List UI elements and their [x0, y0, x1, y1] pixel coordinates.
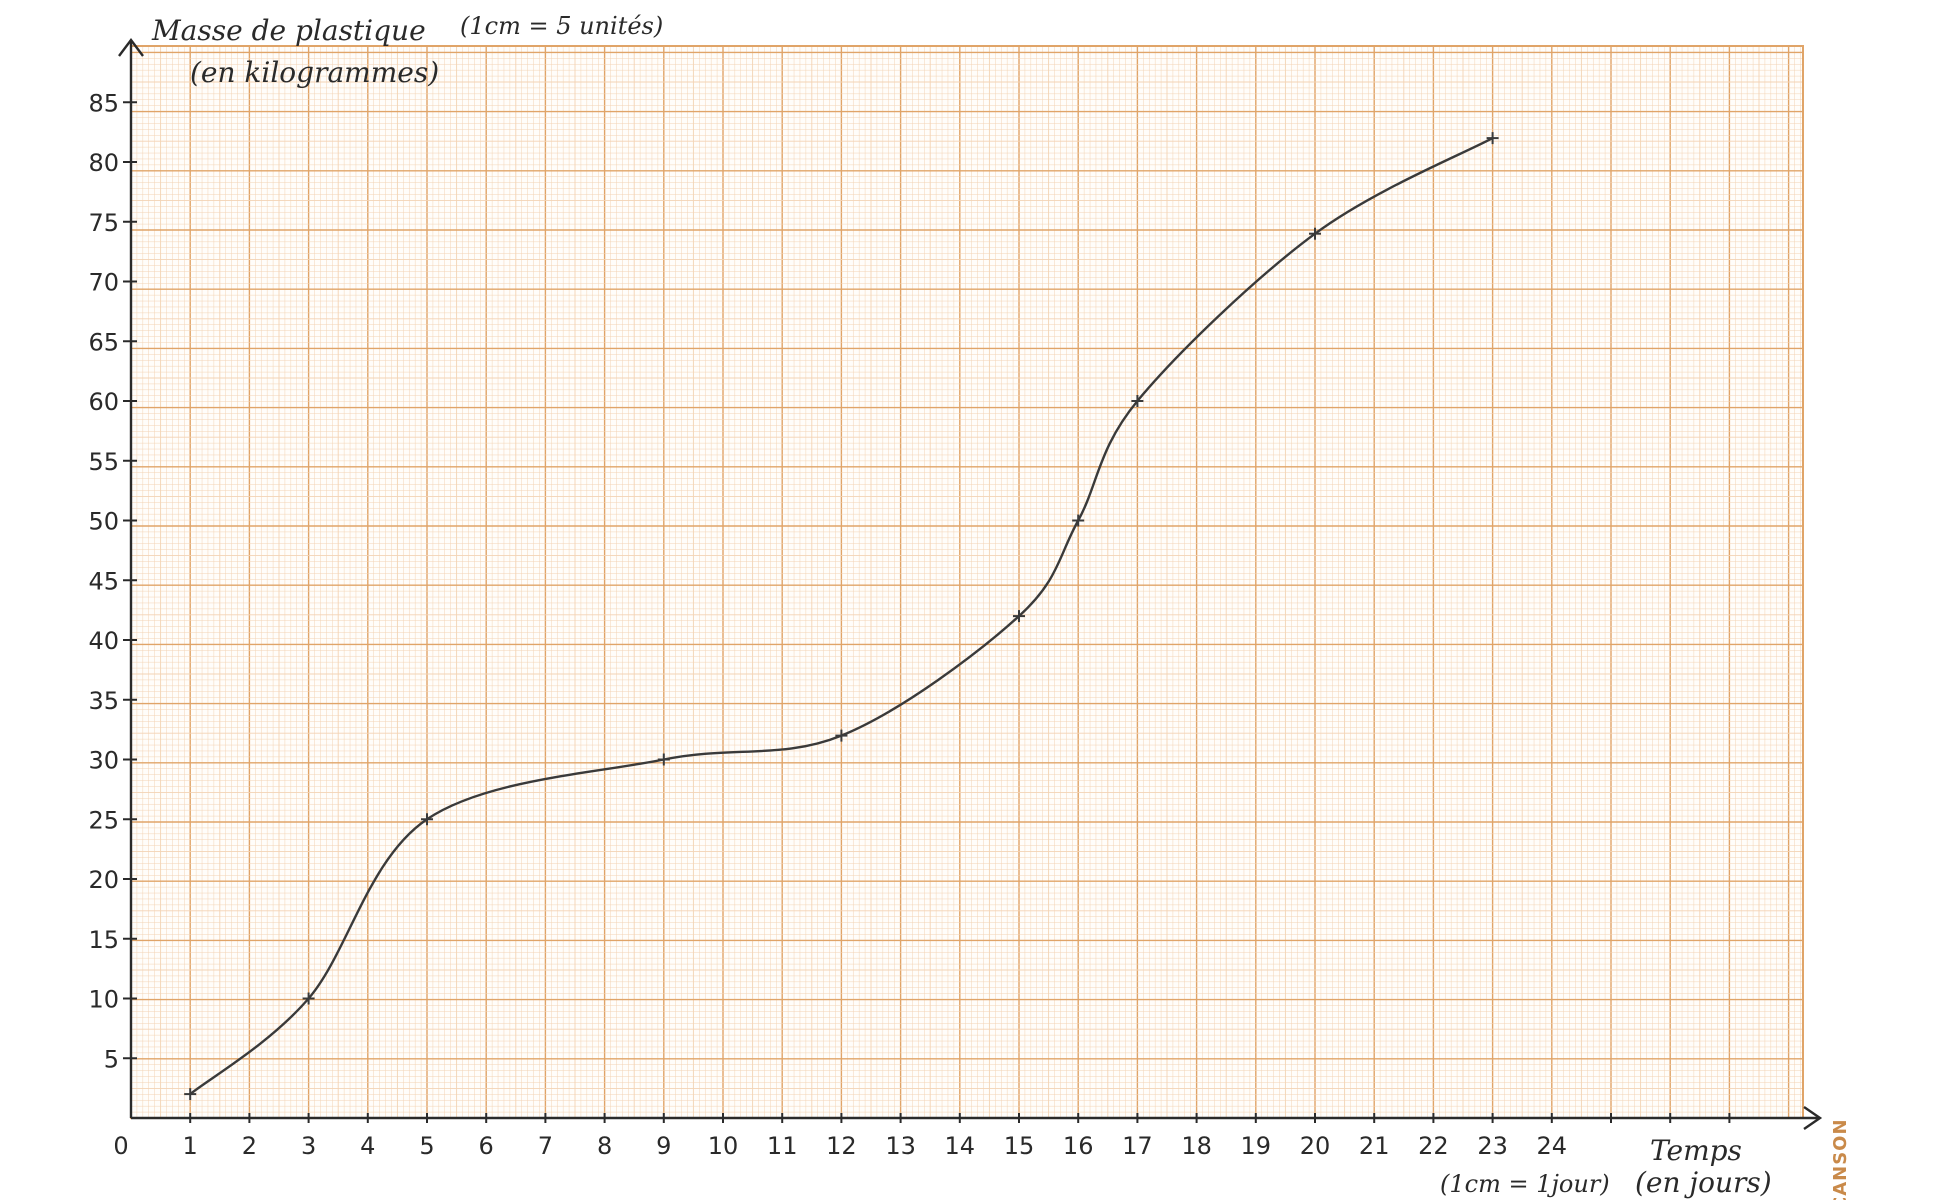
y-tick-label: 75 [88, 209, 119, 237]
x-tick-label: 9 [656, 1132, 671, 1160]
y-tick-label: 5 [104, 1045, 119, 1073]
x-axis-arrow [1803, 1106, 1823, 1130]
y-tick-label: 35 [88, 687, 119, 715]
data-point [1013, 610, 1025, 623]
x-tick-label: 6 [479, 1132, 494, 1160]
data-point [302, 992, 315, 1005]
x-tick-label: 5 [419, 1132, 434, 1160]
data-point [421, 813, 433, 826]
y-tick-label: 55 [88, 448, 119, 476]
y-tick-label: 30 [88, 747, 119, 775]
data-points [184, 132, 1499, 1101]
x-tick-label: 1 [183, 1132, 198, 1160]
x-tick-label: 16 [1063, 1132, 1094, 1160]
x-tick-label: 3 [301, 1132, 316, 1160]
y-tick-label: 70 [88, 269, 119, 297]
axes [118, 38, 1823, 1130]
x-tick-labels: 0 1 2 3 4 5 6 7 8 9 10 11 12 13 14 15 16 17 18 19 20 21 22 23 24 [113, 1132, 1567, 1160]
y-tick-label: 45 [88, 567, 119, 595]
y-tick-label: 65 [88, 328, 119, 356]
x-tick-label: 8 [597, 1132, 612, 1160]
x-tick-label: 23 [1477, 1132, 1508, 1160]
x-tick-label: 21 [1359, 1132, 1390, 1160]
brand-logo-text: CANSON [1830, 1118, 1851, 1200]
x-tick-label: 24 [1537, 1132, 1568, 1160]
x-tick-label: 4 [360, 1132, 375, 1160]
data-point [1072, 514, 1085, 527]
data-point [1486, 132, 1499, 145]
y-axis-arrow [118, 38, 144, 57]
data-point [835, 729, 848, 742]
x-tick-label: 7 [538, 1132, 553, 1160]
graph-paper-grid [130, 45, 1804, 1119]
y-tick-label: 15 [88, 926, 119, 954]
data-point [1309, 227, 1321, 240]
x-tick-label: 14 [945, 1132, 976, 1160]
x-tick-label: 19 [1241, 1132, 1272, 1160]
y-tick-label: 80 [88, 149, 119, 177]
y-tick-labels: 5 10 15 20 25 30 35 40 45 50 55 60 65 70 75 80 85 [88, 89, 119, 1073]
x-tick-label: 10 [708, 1132, 739, 1160]
x-axis-scale-note: (1cm = 1jour) [1440, 1170, 1610, 1198]
y-tick-label: 25 [88, 806, 119, 834]
y-tick-label: 10 [88, 986, 119, 1014]
y-axis-title-line1: Masse de plastique [151, 14, 426, 47]
x-tick-label: 12 [826, 1132, 857, 1160]
x-tick-label: 18 [1181, 1132, 1212, 1160]
y-tick-label: 50 [88, 508, 119, 536]
y-tick-label: 60 [88, 388, 119, 416]
y-axis-scale-note: (1cm = 5 unités) [460, 12, 663, 40]
x-tick-label: 2 [242, 1132, 257, 1160]
y-tick-label: 85 [88, 89, 119, 117]
x-tick-label: 22 [1418, 1132, 1449, 1160]
x-axis-unit: (en jours) [1635, 1166, 1772, 1199]
series-line [189, 136, 1494, 1096]
x-tick-label: 0 [113, 1132, 128, 1160]
x-tick-label: 20 [1300, 1132, 1331, 1160]
y-tick-label: 20 [88, 866, 119, 894]
y-axis-title-line2: (en kilogrammes) [190, 56, 439, 89]
x-tick-label: 15 [1004, 1132, 1035, 1160]
x-tick-label: 17 [1122, 1132, 1153, 1160]
data-point [657, 753, 670, 766]
grid-area [131, 46, 1803, 1118]
y-tick-label: 40 [88, 627, 119, 655]
data-point [1131, 395, 1144, 407]
x-tick-label: 11 [767, 1132, 798, 1160]
x-tick-label: 13 [885, 1132, 916, 1160]
x-axis-title: Temps [1650, 1134, 1742, 1167]
data-point [184, 1088, 197, 1101]
